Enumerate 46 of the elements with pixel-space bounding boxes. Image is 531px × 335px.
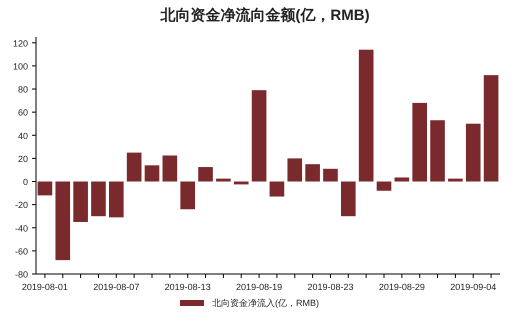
bar	[466, 124, 481, 182]
chart-title: 北向资金净流向金额(亿，RMB)	[159, 6, 370, 24]
x-tick-label: 2019-09-04	[450, 282, 496, 292]
bar	[162, 156, 178, 182]
bar	[448, 178, 463, 182]
bar	[91, 182, 106, 216]
bar	[180, 182, 196, 210]
bar	[430, 120, 445, 182]
bar	[287, 158, 302, 182]
x-tick-label: 2019-08-29	[378, 282, 425, 292]
bar	[144, 165, 160, 182]
y-tick-label: 100	[12, 61, 28, 72]
x-tick-label: 2019-08-07	[93, 282, 140, 292]
bar	[198, 167, 213, 182]
bar	[73, 182, 88, 222]
y-tick-label: 60	[18, 108, 28, 118]
y-tick-label: 80	[18, 84, 28, 95]
bar	[234, 182, 249, 184]
y-tick-label: 20	[18, 154, 28, 164]
y-tick-label: 120	[12, 38, 28, 48]
bar	[484, 75, 498, 182]
y-tick-label: -40	[14, 223, 28, 234]
legend-label: 北向资金净流入(亿，RMB)	[212, 298, 319, 308]
bar	[305, 164, 320, 182]
bar	[270, 182, 284, 197]
y-tick-label: -20	[14, 200, 28, 210]
x-tick-label: 2019-08-13	[164, 282, 211, 292]
y-tick-label: -80	[14, 270, 28, 280]
bar	[108, 182, 124, 218]
bar	[55, 182, 70, 260]
bar	[340, 182, 356, 216]
bar	[126, 152, 142, 182]
bar	[216, 178, 231, 182]
bar	[252, 90, 266, 182]
y-tick-label: -60	[14, 246, 28, 256]
bar	[38, 182, 52, 196]
bar	[394, 177, 410, 182]
bar	[358, 50, 374, 182]
bar	[412, 102, 428, 182]
x-tick-label: 2019-08-19	[236, 282, 282, 292]
bar	[376, 182, 392, 191]
y-tick-label: 0	[22, 177, 28, 188]
bar	[323, 168, 338, 182]
x-tick-label: 2019-08-01	[22, 282, 68, 292]
y-tick-label: 40	[18, 130, 28, 141]
x-tick-label: 2019-08-23	[307, 282, 354, 292]
